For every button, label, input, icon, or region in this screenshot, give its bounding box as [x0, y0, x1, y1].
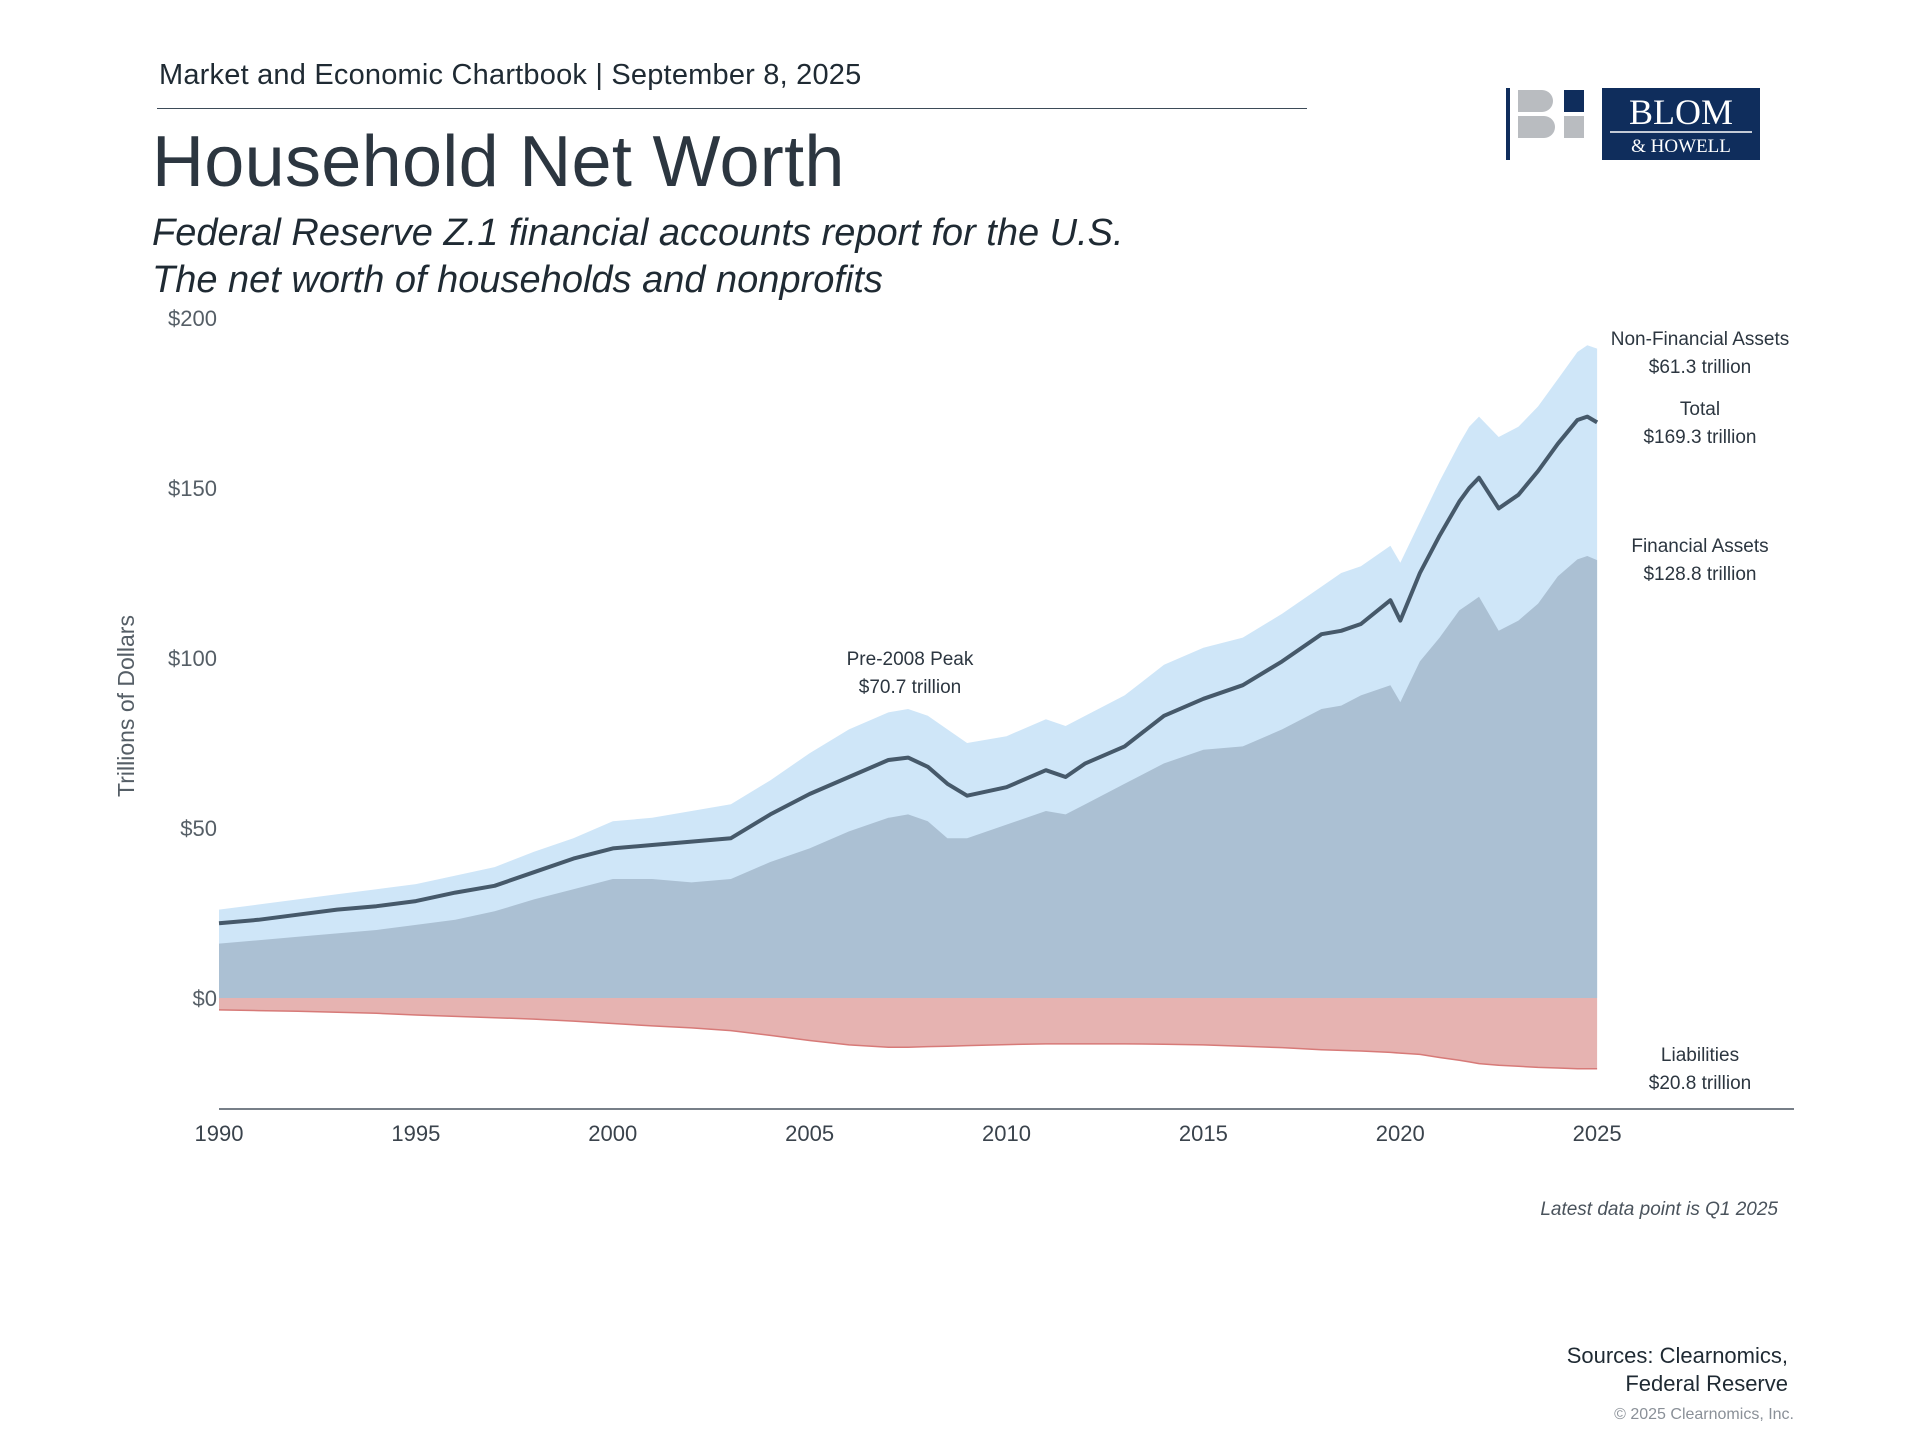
blom-howell-logo: BLOM & HOWELL: [1506, 88, 1760, 160]
y-tick-label: $100: [168, 646, 217, 671]
label-financial-assets-name: Financial Assets: [1631, 536, 1768, 557]
subtitle-line-1: Federal Reserve Z.1 financial accounts r…: [152, 212, 1124, 254]
x-tick-label: 2000: [588, 1121, 637, 1146]
label-liabilities-name: Liabilities: [1661, 1045, 1739, 1066]
annotation-pre-2008-peak-value: $70.7 trillion: [859, 677, 961, 698]
logo-left-bar: [1506, 88, 1510, 160]
x-tick-label: 2020: [1376, 1121, 1425, 1146]
logo-h-bottom: [1564, 116, 1584, 138]
sources-line-2: Federal Reserve: [1625, 1371, 1788, 1396]
label-non-financial-assets-name: Non-Financial Assets: [1611, 329, 1789, 350]
header-divider: [157, 108, 1307, 109]
logo-b-top: [1518, 90, 1553, 112]
area-liabilities: [219, 998, 1598, 1069]
line-liabilities-edge: [218, 1009, 1598, 1070]
area-financial-assets: [219, 556, 1598, 998]
logo-h-top: [1564, 90, 1584, 112]
logo-wordmark-blom: BLOM: [1629, 92, 1733, 132]
chartbook-header: Market and Economic Chartbook | Septembe…: [159, 59, 862, 91]
x-tick-label: 2025: [1573, 1121, 1622, 1146]
label-liabilities-value: $20.8 trillion: [1649, 1073, 1751, 1094]
label-total-value: $169.3 trillion: [1643, 427, 1756, 448]
chart-labels: Non-Financial Assets $61.3 trillion Total $…: [847, 329, 1790, 1094]
logo-b-bottom: [1518, 116, 1555, 138]
annotation-pre-2008-peak-name: Pre-2008 Peak: [847, 649, 974, 670]
y-axis-label: Trillions of Dollars: [113, 615, 139, 797]
chart-axes: 1990 1995 2000 2005 2010 2015 2020 2025 $200 $150…: [113, 306, 1794, 1146]
sources-line-1: Sources: Clearnomics,: [1566, 1343, 1788, 1368]
label-financial-assets-value: $128.8 trillion: [1643, 564, 1756, 585]
x-tick-label: 1995: [391, 1121, 440, 1146]
y-tick-label: $0: [193, 986, 217, 1011]
x-tick-label: 2015: [1179, 1121, 1228, 1146]
y-tick-label: $50: [180, 816, 217, 841]
line-total-net-worth: [218, 414, 1599, 926]
x-tick-label: 2005: [785, 1121, 834, 1146]
copyright: © 2025 Clearnomics, Inc.: [1614, 1406, 1794, 1423]
chart-areas: [218, 345, 1599, 1070]
subtitle-line-2: The net worth of households and nonprofi…: [152, 259, 883, 301]
y-tick-label: $200: [168, 306, 217, 331]
logo-wordmark-howell: & HOWELL: [1631, 136, 1731, 157]
x-tick-label: 1990: [195, 1121, 244, 1146]
label-non-financial-assets-value: $61.3 trillion: [1649, 357, 1751, 378]
page-title: Household Net Worth: [152, 122, 845, 202]
logo-wordmark-box: [1602, 88, 1760, 160]
label-total-name: Total: [1680, 399, 1720, 420]
y-tick-label: $150: [168, 476, 217, 501]
latest-data-note: Latest data point is Q1 2025: [1540, 1199, 1778, 1220]
x-tick-label: 2010: [982, 1121, 1031, 1146]
